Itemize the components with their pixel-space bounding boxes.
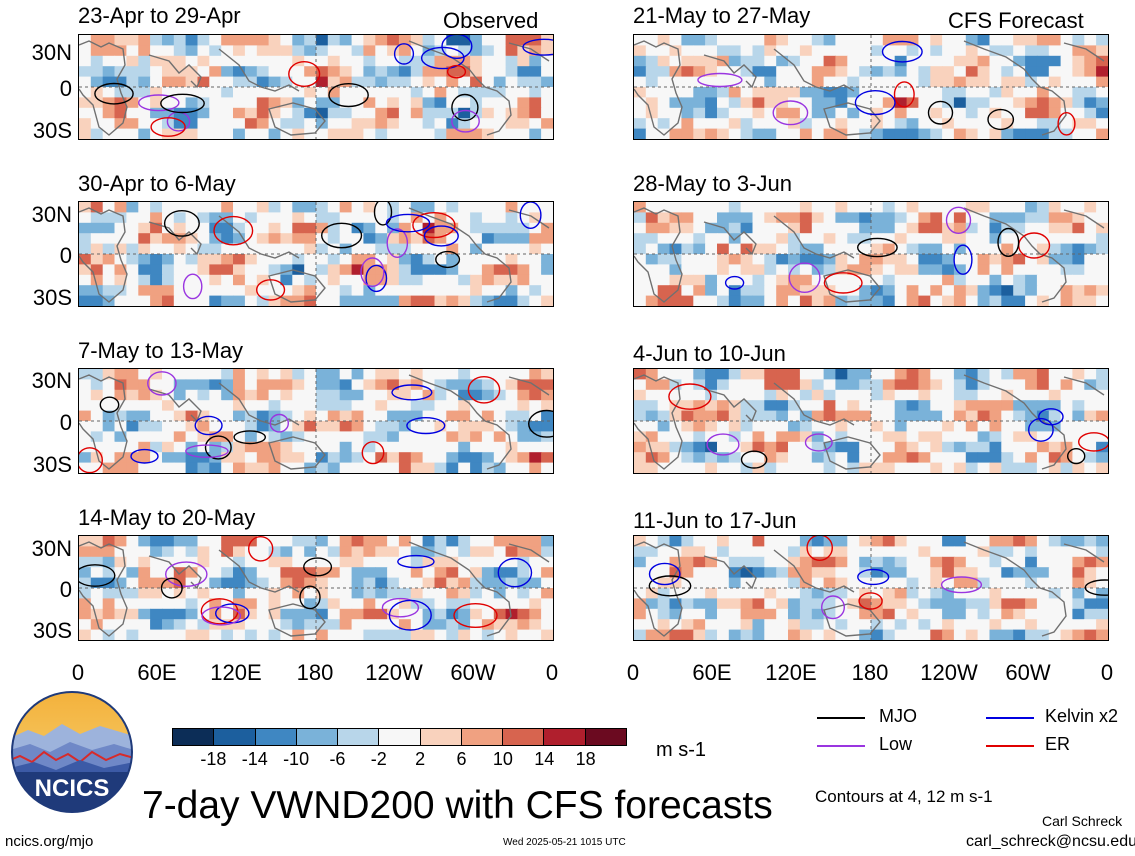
map-panel-observed-4 bbox=[78, 535, 554, 641]
panel-title-right-4: 11-Jun to 17-Jun bbox=[633, 508, 797, 533]
author-name: Carl Schreck bbox=[1042, 813, 1123, 829]
colorbar-label: 10 bbox=[492, 749, 513, 769]
anomaly-shading bbox=[79, 35, 553, 139]
colorbar-cell bbox=[461, 729, 504, 745]
panel-title-left-3: 7-May to 13-May bbox=[78, 338, 244, 363]
map-panel-forecast-3 bbox=[633, 368, 1109, 474]
author-email: carl_schreck@ncsu.edu bbox=[966, 833, 1135, 850]
er-line-swatch bbox=[986, 745, 1034, 747]
colorbar-label: -10 bbox=[283, 749, 310, 769]
colorbar-label: -18 bbox=[200, 749, 227, 769]
logo-text: NCICS bbox=[35, 775, 110, 802]
lon-label: 180 bbox=[296, 660, 334, 685]
colorbar-label: 6 bbox=[456, 749, 467, 769]
map-panel-observed-3 bbox=[78, 368, 554, 474]
anomaly-shading bbox=[634, 35, 1108, 139]
lon-label: 120W bbox=[365, 660, 423, 685]
colorbar-label: 18 bbox=[575, 749, 596, 769]
vwind-anomaly-map bbox=[634, 35, 1108, 139]
colorbar-cell bbox=[503, 729, 545, 745]
lat-label-30s: 30S bbox=[32, 618, 72, 643]
lat-label-30s: 30S bbox=[32, 285, 72, 310]
observed-label: Observed bbox=[443, 8, 539, 33]
colorbar-cell bbox=[379, 729, 421, 745]
vwind-anomaly-map bbox=[634, 202, 1108, 306]
lat-label-30n: 30N bbox=[31, 536, 72, 561]
vwind-anomaly-map bbox=[79, 202, 553, 306]
panel-title-right-2: 28-May to 3-Jun bbox=[633, 171, 792, 196]
contours-note: Contours at 4, 12 m s-1 bbox=[815, 787, 993, 806]
colorbar bbox=[172, 728, 627, 746]
lat-label-30s: 30S bbox=[32, 118, 72, 143]
colorbar-label: -2 bbox=[370, 749, 387, 769]
colorbar-cell bbox=[338, 729, 380, 745]
colorbar-label: -14 bbox=[241, 749, 268, 769]
lon-label: 0 bbox=[545, 660, 559, 685]
timestamp: Wed 2025-05-21 1015 UTC bbox=[503, 837, 626, 848]
colorbar-label: -6 bbox=[329, 749, 346, 769]
lon-label: 60E bbox=[692, 660, 732, 685]
colorbar-cell bbox=[296, 729, 339, 745]
vwind-anomaly-map bbox=[79, 35, 553, 139]
vwind-anomaly-map bbox=[634, 369, 1108, 473]
panel-title-left-1: 23-Apr to 29-Apr bbox=[78, 3, 241, 28]
map-panel-forecast-4 bbox=[633, 535, 1109, 641]
lat-label-30n: 30N bbox=[31, 202, 72, 227]
site-url: ncics.org/mjo bbox=[5, 833, 94, 850]
lon-label: 180 bbox=[851, 660, 889, 685]
lon-label: 0 bbox=[626, 660, 640, 685]
colorbar-label: 14 bbox=[534, 749, 555, 769]
colorbar-cell bbox=[585, 729, 626, 745]
lon-label: 120E bbox=[210, 660, 262, 685]
lat-label-eq: 0 bbox=[59, 76, 72, 101]
panel-title-right-3: 4-Jun to 10-Jun bbox=[633, 341, 786, 366]
colorbar-units: m s-1 bbox=[656, 739, 706, 761]
panel-title-left-4: 14-May to 20-May bbox=[78, 505, 256, 530]
map-panel-observed-1 bbox=[78, 34, 554, 140]
forecast-label: CFS Forecast bbox=[948, 8, 1084, 33]
main-title: 7-day VWND200 with CFS forecasts bbox=[142, 784, 773, 827]
colorbar-cell bbox=[173, 729, 215, 745]
colorbar-label: 2 bbox=[415, 749, 426, 769]
lat-label-eq: 0 bbox=[59, 577, 72, 602]
legend-label-low: Low bbox=[879, 734, 913, 754]
lat-label-30n: 30N bbox=[31, 368, 72, 393]
anomaly-shading bbox=[79, 202, 553, 306]
panel-title-left-2: 30-Apr to 6-May bbox=[78, 171, 236, 196]
lon-label: 0 bbox=[1100, 660, 1114, 685]
lon-label: 60W bbox=[450, 660, 496, 685]
vwind-anomaly-map bbox=[79, 369, 553, 473]
mjo-line-swatch bbox=[817, 717, 865, 719]
ncics-logo: NCICS bbox=[10, 690, 134, 819]
lat-label-eq: 0 bbox=[59, 410, 72, 435]
lat-label-30n: 30N bbox=[31, 40, 72, 65]
anomaly-shading bbox=[79, 536, 553, 640]
lat-label-30s: 30S bbox=[32, 452, 72, 477]
colorbar-cell bbox=[214, 729, 256, 745]
panel-title-right-1: 21-May to 27-May bbox=[633, 3, 811, 28]
low-line-swatch bbox=[817, 745, 865, 747]
vwind-anomaly-map bbox=[634, 536, 1108, 640]
kelvin-line-swatch bbox=[986, 717, 1034, 719]
colorbar-cell bbox=[544, 729, 586, 745]
lon-label: 0 bbox=[71, 660, 85, 685]
colorbar-cell bbox=[255, 729, 297, 745]
anomaly-shading bbox=[634, 536, 1108, 640]
anomaly-shading bbox=[79, 369, 553, 473]
lat-label-eq: 0 bbox=[59, 243, 72, 268]
anomaly-shading bbox=[634, 202, 1108, 306]
legend-label-mjo: MJO bbox=[879, 706, 917, 726]
map-panel-forecast-2 bbox=[633, 201, 1109, 307]
lon-label: 120E bbox=[765, 660, 817, 685]
lon-label: 60E bbox=[137, 660, 177, 685]
map-panel-forecast-1 bbox=[633, 34, 1109, 140]
vwind-anomaly-map bbox=[79, 536, 553, 640]
legend-label-er: ER bbox=[1045, 734, 1071, 754]
colorbar-cell bbox=[420, 729, 462, 745]
map-panel-observed-2 bbox=[78, 201, 554, 307]
lon-label: 120W bbox=[920, 660, 978, 685]
lon-label: 60W bbox=[1005, 660, 1051, 685]
legend-label-kelvin: Kelvin x2 bbox=[1045, 706, 1119, 726]
